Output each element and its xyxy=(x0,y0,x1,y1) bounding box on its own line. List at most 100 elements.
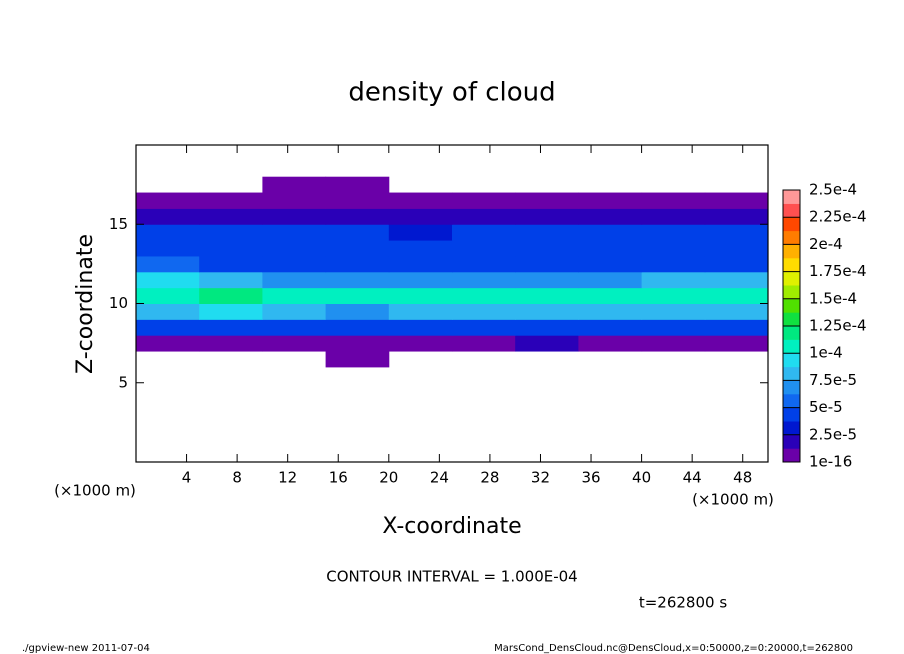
cell xyxy=(262,303,327,320)
cell xyxy=(578,271,643,289)
cell xyxy=(704,287,769,304)
cell xyxy=(704,255,769,273)
cell xyxy=(515,192,579,209)
cell xyxy=(641,319,706,336)
cell xyxy=(262,255,327,273)
cell xyxy=(136,319,200,336)
x-axis-label: X-coordinate xyxy=(382,514,521,539)
x-tick-label: 12 xyxy=(278,469,297,487)
colorbar-box xyxy=(783,258,800,272)
cell xyxy=(325,240,390,257)
cell xyxy=(388,192,453,209)
chart-title: density of cloud xyxy=(348,78,555,108)
colorbar-label: 1.5e-4 xyxy=(809,289,857,307)
cell xyxy=(136,351,200,367)
cell xyxy=(578,208,643,225)
cell xyxy=(199,240,263,257)
cell xyxy=(136,335,200,352)
cell xyxy=(388,240,453,257)
x-tick-label: 28 xyxy=(480,469,499,487)
colorbar-box xyxy=(783,203,800,218)
cell xyxy=(641,255,706,273)
cell xyxy=(705,177,769,193)
cell xyxy=(199,335,263,352)
cell xyxy=(578,319,643,336)
cell xyxy=(704,335,769,352)
time-note: t=262800 s xyxy=(639,594,727,612)
cell xyxy=(705,351,769,367)
cell xyxy=(388,287,453,304)
cell xyxy=(642,351,706,367)
cell xyxy=(641,192,706,209)
cell xyxy=(452,271,516,289)
colorbar-box xyxy=(783,434,800,449)
x-unit: (×1000 m) xyxy=(692,491,774,509)
colorbar-label: 1e-4 xyxy=(809,344,843,362)
cell xyxy=(325,271,390,289)
x-tick-label: 36 xyxy=(581,469,600,487)
x-tick-label: 8 xyxy=(232,469,242,487)
cell xyxy=(641,271,706,289)
cell xyxy=(515,240,579,257)
cell xyxy=(136,303,200,320)
cell xyxy=(388,255,453,273)
cell xyxy=(452,255,516,273)
cell xyxy=(578,224,643,241)
cell xyxy=(388,335,453,352)
cell xyxy=(325,176,390,194)
cell xyxy=(578,335,643,352)
cell xyxy=(199,351,263,367)
cell xyxy=(515,271,579,289)
cell xyxy=(515,255,579,273)
cell xyxy=(578,255,643,273)
cell xyxy=(325,351,390,368)
colorbar-label: 1.75e-4 xyxy=(809,262,867,280)
cell xyxy=(136,192,200,209)
cell xyxy=(262,351,326,367)
cell xyxy=(325,255,390,273)
colorbar-box xyxy=(783,271,800,286)
colorbar-box xyxy=(783,366,800,381)
colorbar-label: 2e-4 xyxy=(809,235,843,253)
colorbar-box xyxy=(783,339,800,354)
cell xyxy=(262,319,327,336)
cell xyxy=(199,319,263,336)
cell xyxy=(641,208,706,225)
colorbar-box xyxy=(783,217,800,232)
cell xyxy=(452,335,516,352)
cell xyxy=(641,335,706,352)
cell xyxy=(199,192,263,209)
colorbar-box xyxy=(783,230,800,245)
cell xyxy=(578,240,643,257)
x-tick-label: 32 xyxy=(531,469,550,487)
x-tick-label: 20 xyxy=(379,469,398,487)
cell xyxy=(136,177,200,193)
cell xyxy=(578,177,642,193)
colorbar-label: 1e-16 xyxy=(809,453,852,471)
cell xyxy=(199,255,263,273)
cell xyxy=(199,287,263,304)
y-axis-label: Z-coordinate xyxy=(73,234,98,374)
cell xyxy=(515,287,579,304)
footer-right: MarsCond_DensCloud.nc@DensCloud,x=0:5000… xyxy=(494,643,853,654)
cell xyxy=(704,303,769,320)
cell xyxy=(262,192,327,209)
cell xyxy=(199,177,263,193)
cell xyxy=(452,319,516,336)
cell xyxy=(515,335,579,352)
cell xyxy=(262,271,327,289)
colorbar-label: 1.25e-4 xyxy=(809,317,867,335)
cell xyxy=(262,287,327,304)
cell xyxy=(325,192,390,209)
x-tick-label: 4 xyxy=(182,469,192,487)
y-tick-label: 10 xyxy=(109,294,128,312)
x-tick-label: 24 xyxy=(430,469,449,487)
cell xyxy=(136,224,200,241)
cell xyxy=(578,192,643,209)
cell xyxy=(452,177,516,193)
cell xyxy=(515,319,579,336)
cell xyxy=(136,208,200,225)
cell xyxy=(704,271,769,289)
cell xyxy=(704,319,769,336)
